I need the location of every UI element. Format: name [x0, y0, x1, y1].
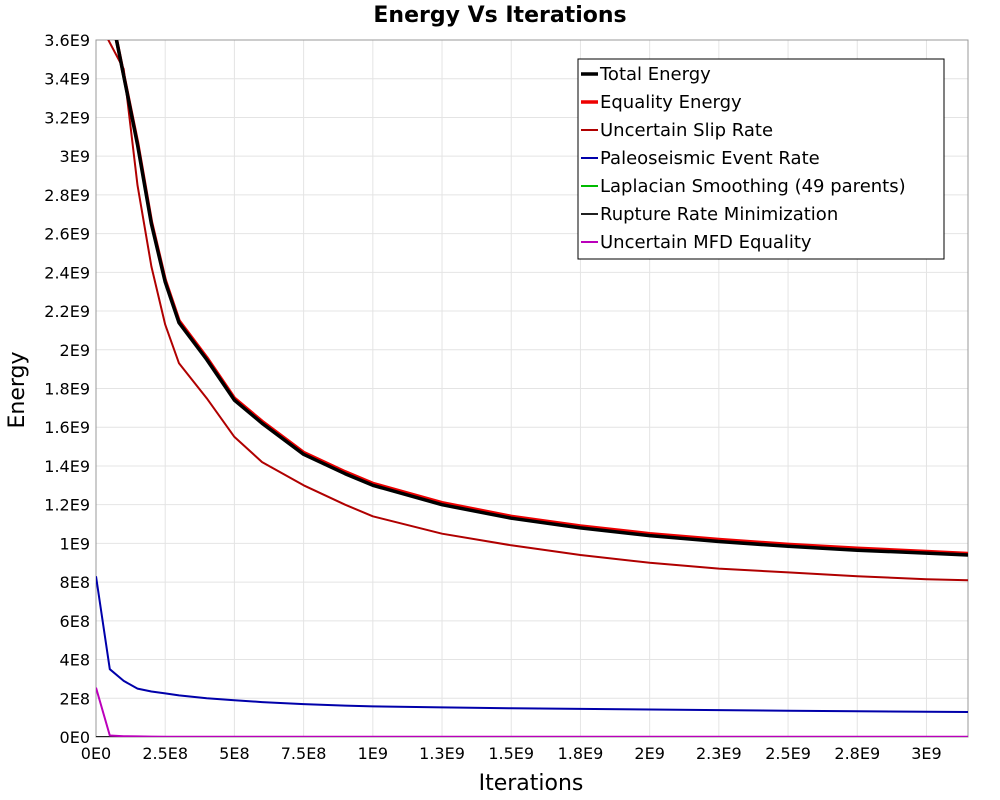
x-tick-label: 2.8E9 — [834, 744, 880, 763]
legend: Total Energy Equality Energy Uncertain Sli… — [577, 58, 945, 260]
y-tick-label: 1.6E9 — [44, 418, 90, 437]
legend-entry: Uncertain Slip Rate — [600, 120, 773, 141]
legend-entry: Paleoseismic Event Rate — [600, 148, 820, 169]
y-tick-label: 3.6E9 — [44, 31, 90, 50]
x-tick-label: 2.5E8 — [142, 744, 188, 763]
y-tick-label: 2.8E9 — [44, 186, 90, 205]
x-tick-label: 2.5E9 — [765, 744, 811, 763]
legend-entry: Total Energy — [599, 64, 711, 85]
legend-entry: Uncertain MFD Equality — [600, 232, 812, 253]
y-tick-label: 2.4E9 — [44, 263, 90, 282]
y-tick-label: 0E0 — [60, 728, 90, 747]
legend-box — [577, 58, 945, 260]
y-tick-label: 4E8 — [60, 651, 90, 670]
chart-title: Energy Vs Iterations — [373, 3, 626, 28]
series-lines — [96, 40, 968, 737]
legend-entry: Laplacian Smoothing (49 parents) — [600, 176, 906, 197]
series-line-6 — [96, 687, 968, 737]
y-tick-label: 8E8 — [60, 573, 90, 592]
x-tick-label: 2E9 — [634, 744, 664, 763]
x-tick-label: 1.8E9 — [558, 744, 604, 763]
y-tick-label: 3E9 — [60, 147, 90, 166]
x-tick-label: 3E9 — [911, 744, 941, 763]
x-axis-label: Iterations — [479, 771, 584, 796]
y-tick-label: 1.2E9 — [44, 496, 90, 515]
y-tick-label: 1.8E9 — [44, 380, 90, 399]
y-tick-label: 6E8 — [60, 612, 90, 631]
series-line-0 — [114, 40, 968, 557]
y-tick-label: 2.6E9 — [44, 225, 90, 244]
legend-entry: Equality Energy — [600, 92, 742, 113]
x-tick-label: 0E0 — [81, 744, 111, 763]
x-tick-label: 1.3E9 — [419, 744, 465, 763]
x-tick-label: 2.3E9 — [696, 744, 742, 763]
y-tick-label: 2.2E9 — [44, 302, 90, 321]
legend-entry: Rupture Rate Minimization — [600, 204, 838, 225]
series-line-3 — [96, 576, 968, 713]
y-axis-ticks: 0E0 2E8 4E8 6E8 8E8 1E9 1.2E9 1.4E9 1.6E9 1.8E9 2E… — [44, 31, 90, 747]
y-tick-label: 1.4E9 — [44, 457, 90, 476]
y-tick-label: 2E8 — [60, 689, 90, 708]
series-line-2 — [107, 40, 968, 582]
x-tick-label: 1.5E9 — [488, 744, 534, 763]
x-tick-label: 7.5E8 — [281, 744, 327, 763]
y-tick-label: 3.2E9 — [44, 108, 90, 127]
y-tick-label: 1E9 — [60, 534, 90, 553]
y-tick-label: 2E9 — [60, 341, 90, 360]
y-axis-label: Energy — [5, 351, 30, 428]
y-tick-label: 3.4E9 — [44, 70, 90, 89]
x-tick-label: 1E9 — [358, 744, 388, 763]
x-tick-label: 5E8 — [219, 744, 249, 763]
x-axis-ticks: 0E0 2.5E8 5E8 7.5E8 1E9 1.3E9 1.5E9 1.8E9 2E9 2.3… — [81, 744, 942, 763]
